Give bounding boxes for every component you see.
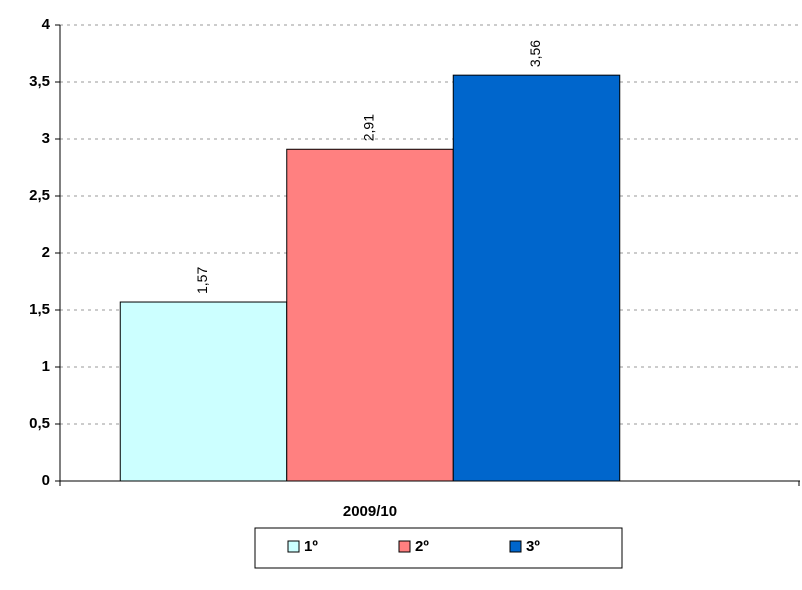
y-tick-label: 0,5 [29,415,50,432]
legend-swatch [287,540,300,553]
legend-label: 3º [526,538,540,555]
y-tick-label: 3 [42,130,50,147]
y-tick-label: 4 [42,16,51,33]
legend-label: 2º [415,538,429,555]
legend: 1º 2º 3º [254,527,623,569]
data-label: 1,57 [194,267,210,294]
legend-box [254,527,623,569]
x-tick-label: 2009/10 [343,503,397,520]
data-label: 3,56 [527,40,543,67]
legend-label: 1º [304,538,318,555]
legend-swatch [509,540,522,553]
y-tick-label: 1 [42,358,50,375]
y-tick-label: 2,5 [29,187,50,204]
bar [286,148,454,482]
y-tick-label: 1,5 [29,301,50,318]
y-tick-label: 0 [42,472,50,489]
bar [119,301,288,482]
y-tick-label: 3,5 [29,73,50,90]
bar [452,74,621,482]
data-label: 2,91 [361,114,377,141]
legend-swatch [398,540,411,553]
y-tick-label: 2 [42,244,50,261]
